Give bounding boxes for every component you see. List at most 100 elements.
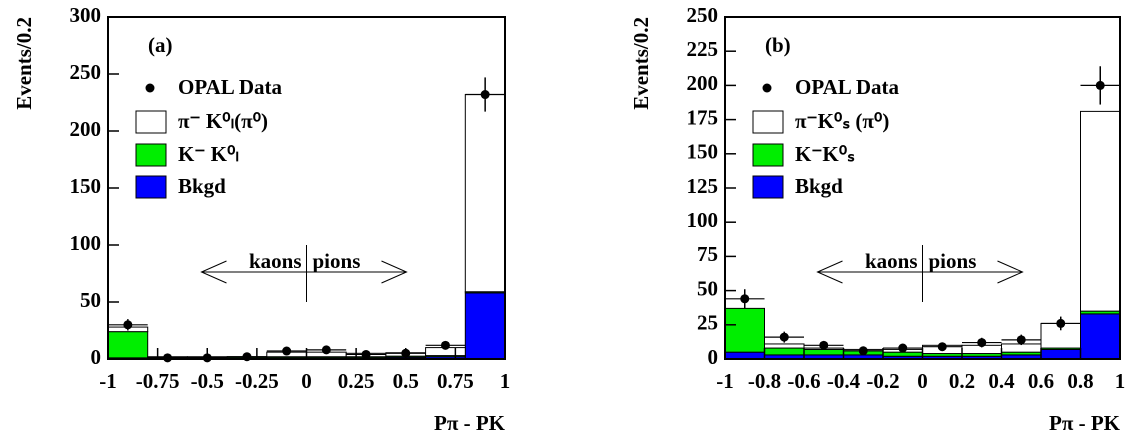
y-tick-label: 175 [687, 105, 719, 129]
arrow [997, 260, 1024, 284]
histogram-bar [764, 347, 805, 356]
x-axis-label: Pπ - PK [1049, 411, 1121, 435]
legend-label: OPAL Data [795, 75, 900, 99]
x-tick-label: 1 [1115, 369, 1126, 393]
y-axis-label: Events/0.2 [12, 17, 36, 110]
legend-label: π⁻K⁰ₛ (π⁰) [795, 109, 889, 133]
x-tick-label: 0 [301, 369, 312, 393]
y-axis-label: Events/0.2 [629, 17, 653, 110]
histogram-bar [803, 348, 844, 356]
x-tick-label: 0.4 [988, 369, 1015, 393]
legend-swatch [752, 143, 784, 167]
histogram-bar [107, 331, 149, 359]
data-point [361, 349, 371, 359]
legend-marker [145, 83, 155, 93]
data-point [1095, 80, 1105, 90]
histogram-bar [464, 292, 506, 360]
x-axis-label: Pπ - PK [434, 411, 506, 435]
annotation: kaons [865, 249, 918, 273]
data-point [1016, 335, 1026, 345]
data-point [123, 320, 133, 330]
y-tick-label: 300 [70, 3, 102, 27]
data-point [977, 338, 987, 348]
arrow [381, 260, 408, 284]
data-point [440, 340, 450, 350]
y-tick-label: 50 [697, 276, 718, 300]
x-tick-label: -0.6 [787, 369, 820, 393]
plot-frame [107, 16, 506, 360]
legend-swatch [135, 110, 167, 134]
arrow [816, 260, 843, 284]
data-point [858, 346, 868, 356]
y-tick-label: 0 [91, 345, 102, 369]
y-tick-label: 75 [697, 242, 718, 266]
legend-swatch [752, 110, 784, 134]
y-tick-label: 25 [697, 311, 718, 335]
data-point [282, 346, 292, 356]
x-tick-label: 0.2 [949, 369, 975, 393]
data-point [480, 90, 490, 100]
y-tick-label: 250 [687, 3, 719, 27]
x-tick-label: 0.25 [338, 369, 375, 393]
histogram-bar [724, 351, 765, 360]
annotation: pions [929, 249, 977, 273]
y-tick-label: 100 [687, 208, 719, 232]
x-tick-label: 0.8 [1067, 369, 1093, 393]
y-tick-label: 150 [70, 174, 102, 198]
y-tick-label: 250 [70, 60, 102, 84]
x-tick-label: 0.75 [437, 369, 474, 393]
legend-swatch [752, 175, 784, 199]
x-tick-label: -0.75 [136, 369, 180, 393]
legend-swatch [135, 175, 167, 199]
x-tick-label: 0.5 [393, 369, 419, 393]
data-point [779, 332, 789, 342]
histogram-bar [1001, 343, 1042, 353]
y-tick-label: 100 [70, 231, 102, 255]
annotation: pions [313, 249, 361, 273]
x-tick-label: 1 [500, 369, 511, 393]
legend-label: Bkgd [178, 174, 226, 198]
legend-label: π⁻ K⁰ₗ(π⁰) [178, 109, 268, 133]
legend-label: Bkgd [795, 174, 843, 198]
panel-label: (a) [148, 33, 173, 57]
x-tick-label: -0.5 [191, 369, 224, 393]
data-point [1056, 318, 1066, 328]
plot-frame [724, 16, 1121, 360]
x-tick-label: -0.4 [827, 369, 861, 393]
histogram-bar [464, 94, 506, 293]
x-tick-label: 0.6 [1028, 369, 1054, 393]
x-tick-label: 0 [917, 369, 928, 393]
panel-label: (b) [765, 33, 791, 57]
x-tick-label: -1 [99, 369, 117, 393]
x-tick-label: -1 [716, 369, 734, 393]
arrow [200, 260, 227, 284]
legend-label: K⁻K⁰ₛ [795, 142, 855, 166]
histogram-bar [1040, 348, 1081, 360]
histogram-bar [764, 343, 805, 349]
y-tick-label: 150 [687, 140, 719, 164]
data-point [898, 343, 908, 353]
annotation: kaons [249, 249, 302, 273]
histogram-bar [882, 351, 923, 357]
y-tick-label: 200 [687, 71, 719, 95]
y-tick-label: 0 [708, 345, 719, 369]
data-point [740, 294, 750, 304]
data-point [819, 340, 829, 350]
legend-swatch [135, 143, 167, 167]
histogram-bar [1080, 110, 1121, 312]
x-tick-label: -0.25 [235, 369, 279, 393]
x-tick-label: -0.2 [866, 369, 899, 393]
histogram-bar [724, 307, 765, 353]
data-point [163, 353, 173, 363]
legend-label: K⁻ K⁰ₗ [178, 142, 239, 166]
data-point [321, 345, 331, 355]
legend-marker [762, 83, 772, 93]
legend-label: OPAL Data [178, 75, 283, 99]
histogram-bar [1080, 313, 1121, 360]
y-tick-label: 125 [687, 174, 719, 198]
y-tick-label: 200 [70, 117, 102, 141]
x-tick-label: -0.8 [748, 369, 781, 393]
y-tick-label: 50 [80, 288, 101, 312]
data-point [937, 342, 947, 352]
